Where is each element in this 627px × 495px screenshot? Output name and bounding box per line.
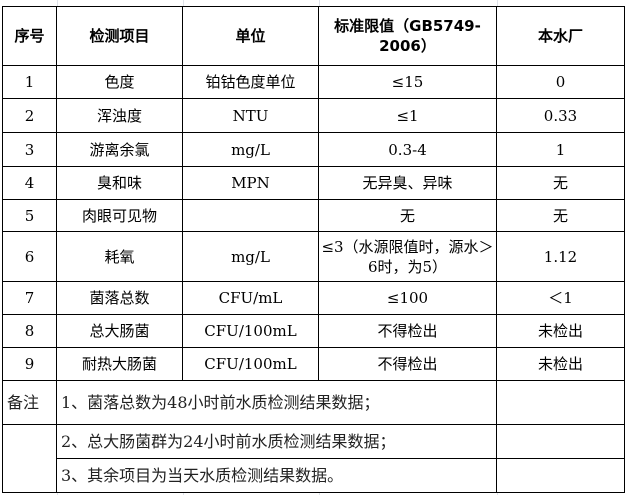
notes-label-empty <box>2 424 57 493</box>
table-cell: 铂钴色度单位 <box>182 65 319 99</box>
table-cell: 总大肠菌 <box>56 314 183 348</box>
table-cell: 7 <box>2 281 57 315</box>
table-cell: 2 <box>2 98 57 133</box>
gridline <box>319 0 320 7</box>
table-cell: mg/L <box>182 132 319 167</box>
note-empty-cell <box>496 458 625 493</box>
header-cell: 标准限值（GB5749-2006） <box>318 6 497 66</box>
table-cell: 未检出 <box>496 347 625 381</box>
table-cell: ≤1 <box>318 98 497 133</box>
table-cell: ≤100 <box>318 281 497 315</box>
gridline <box>183 0 184 7</box>
table-cell: 9 <box>2 347 57 381</box>
table-cell: 1 <box>2 65 57 99</box>
table-cell: ＜1 <box>496 281 625 315</box>
table-cell: CFU/100mL <box>182 347 319 381</box>
table-cell: 1 <box>496 132 625 167</box>
notes-label: 备注 <box>2 380 57 425</box>
header-cell: 单位 <box>182 6 319 66</box>
table-cell: 无 <box>496 166 625 200</box>
table-cell: 耗氧 <box>56 231 183 282</box>
table-cell: 3 <box>2 132 57 167</box>
table-cell: 菌落总数 <box>56 281 183 315</box>
table-cell: 不得检出 <box>318 347 497 381</box>
note-item: 2、总大肠菌群为24小时前水质检测结果数据； <box>56 424 497 459</box>
table-cell: 4 <box>2 166 57 200</box>
table-cell: 浑浊度 <box>56 98 183 133</box>
gridline <box>319 493 320 495</box>
table-cell: 0.3-4 <box>318 132 497 167</box>
gridline <box>497 493 498 495</box>
table-cell: 臭和味 <box>56 166 183 200</box>
table-cell: 6 <box>2 231 57 282</box>
table-cell: 耐热大肠菌 <box>56 347 183 381</box>
table-cell: 5 <box>2 199 57 232</box>
table-cell: 8 <box>2 314 57 348</box>
table-cell: CFU/100mL <box>182 314 319 348</box>
gridline <box>57 493 58 495</box>
gridline <box>57 0 58 7</box>
table-cell: NTU <box>182 98 319 133</box>
header-cell: 序号 <box>2 6 57 66</box>
table-cell: MPN <box>182 166 319 200</box>
table-cell: 肉眼可见物 <box>56 199 183 232</box>
table-cell: ≤15 <box>318 65 497 99</box>
table-cell: mg/L <box>182 231 319 282</box>
table-cell: 游离余氯 <box>56 132 183 167</box>
table-cell: 色度 <box>56 65 183 99</box>
note-item: 3、其余项目为当天水质检测结果数据。 <box>56 458 497 493</box>
table-cell: 不得检出 <box>318 314 497 348</box>
header-cell: 检测项目 <box>56 6 183 66</box>
table-cell: CFU/mL <box>182 281 319 315</box>
table-cell <box>182 199 319 232</box>
note-empty-cell <box>496 424 625 459</box>
table-cell: 无 <box>318 199 497 232</box>
table-cell: 0.33 <box>496 98 625 133</box>
table-cell: 无 <box>496 199 625 232</box>
gridline <box>497 0 498 7</box>
table-cell: 未检出 <box>496 314 625 348</box>
table-cell: 无异臭、异味 <box>318 166 497 200</box>
note-empty-cell <box>496 380 625 425</box>
table-cell: 1.12 <box>496 231 625 282</box>
table-cell: 0 <box>496 65 625 99</box>
table-cell: ≤3（水源限值时，源水＞6时，为5） <box>318 231 497 282</box>
header-cell: 本水厂 <box>496 6 625 66</box>
gridline <box>183 493 184 495</box>
note-item: 1、菌落总数为48小时前水质检测结果数据； <box>56 380 497 425</box>
